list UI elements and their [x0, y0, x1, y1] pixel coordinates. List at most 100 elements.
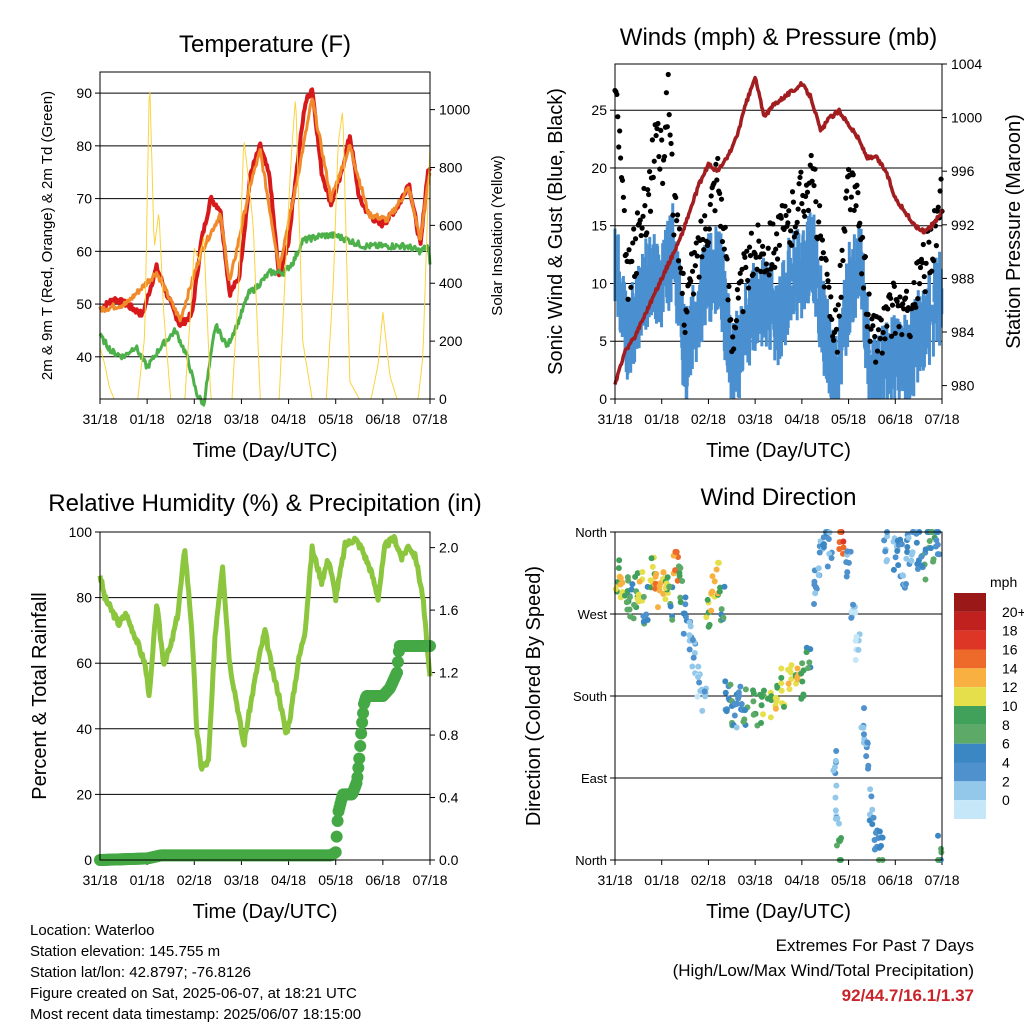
gust-point	[793, 230, 799, 236]
direction-point	[686, 619, 693, 626]
gust-point	[796, 181, 802, 187]
panel-3: 0 20 40 60 80 100 0.0 0.4 0.8 1.2 1.6 2.0 31/18 01/18…	[29, 490, 482, 923]
gust-point	[783, 212, 789, 219]
direction-point	[811, 600, 818, 607]
gust-point	[862, 254, 868, 260]
direction-point	[626, 606, 633, 613]
direction-point	[833, 842, 840, 849]
y2-tick-label: 1.6	[439, 602, 459, 618]
chart-title: Temperature (F)	[179, 31, 351, 58]
direction-point	[832, 807, 839, 814]
gust-point	[920, 241, 926, 248]
direction-point	[871, 837, 878, 844]
gust-point	[689, 268, 696, 274]
gust-point	[930, 258, 937, 264]
gust-point	[882, 336, 888, 342]
direction-point	[694, 693, 701, 700]
x-tick-label: 07/18	[412, 411, 447, 427]
gust-point	[765, 245, 771, 251]
gust-point	[690, 291, 697, 297]
direction-point	[850, 601, 857, 608]
direction-point	[617, 575, 624, 582]
gust-point	[682, 329, 688, 336]
direction-point	[629, 581, 636, 588]
direction-point	[677, 594, 684, 601]
gust-point	[799, 200, 805, 207]
direction-point	[647, 577, 654, 584]
x-tick-label: 06/18	[878, 411, 913, 427]
gust-point	[835, 302, 841, 308]
colorbar-label: 0	[1002, 792, 1010, 808]
direction-point	[884, 557, 891, 564]
gust-point	[755, 222, 761, 228]
gust-point	[681, 322, 687, 328]
gust-point	[870, 323, 876, 329]
direction-point	[705, 623, 712, 630]
gust-point	[857, 220, 863, 226]
gust-point	[658, 127, 664, 134]
direction-point	[882, 548, 889, 555]
direction-point	[660, 590, 667, 597]
direction-point	[723, 708, 730, 715]
gust-point	[676, 226, 683, 232]
x-tick-label: 06/18	[878, 872, 913, 888]
gust-point	[715, 155, 721, 162]
gust-point	[820, 250, 826, 256]
direction-point	[750, 687, 757, 694]
y-tick-label: 40	[76, 349, 92, 365]
gust-point	[746, 244, 753, 250]
direction-point	[905, 534, 912, 541]
direction-point	[927, 545, 934, 552]
direction-point	[855, 646, 862, 653]
gust-point	[637, 217, 643, 223]
gust-point	[668, 140, 674, 147]
gust-point	[818, 255, 825, 261]
gust-point	[763, 261, 769, 267]
direction-point	[930, 556, 937, 563]
direction-point	[832, 757, 839, 764]
colorbar-unit: mph	[990, 574, 1017, 590]
gust-point	[844, 188, 850, 194]
x-tick-label: 06/18	[365, 411, 400, 427]
gust-point	[717, 190, 723, 196]
gust-point	[842, 228, 848, 234]
gust-point	[897, 294, 903, 300]
gust-point	[661, 153, 668, 160]
y-tick-label: West	[578, 607, 608, 622]
direction-point	[824, 563, 831, 570]
gust-point	[933, 243, 939, 249]
gust-point	[789, 189, 796, 195]
x-tick-label: 03/18	[224, 411, 259, 427]
direction-point	[863, 753, 870, 760]
y2-tick-label: 980	[951, 378, 975, 394]
direction-point	[852, 637, 859, 644]
direction-point	[704, 596, 711, 603]
gust-point	[684, 309, 690, 315]
gust-point	[859, 234, 866, 241]
direction-point	[865, 762, 872, 769]
direction-point	[867, 786, 874, 793]
direction-point	[742, 686, 749, 693]
direction-point	[680, 610, 687, 617]
y-tick-label: 0	[599, 391, 607, 407]
gust-point	[674, 212, 681, 218]
gust-point	[740, 309, 746, 315]
gust-point	[638, 232, 644, 239]
gust-point	[746, 285, 752, 291]
gust-point	[696, 274, 702, 280]
recent-text: Most recent data timestamp: 2025/06/07 1…	[30, 1006, 362, 1023]
x-tick-label: 01/18	[644, 872, 679, 888]
x-tick-label: 02/18	[177, 872, 212, 888]
x-tick-label: 05/18	[318, 411, 353, 427]
gust-point	[824, 271, 830, 277]
gust-point	[843, 195, 849, 201]
plot-border	[99, 531, 431, 861]
direction-point	[904, 544, 911, 551]
x-tick-label: 31/18	[82, 872, 117, 888]
gust-point	[935, 204, 941, 210]
gust-point	[819, 237, 826, 243]
gust-point	[722, 224, 728, 230]
direction-point	[876, 828, 883, 835]
direction-point	[674, 577, 681, 584]
gust-point	[853, 203, 859, 209]
